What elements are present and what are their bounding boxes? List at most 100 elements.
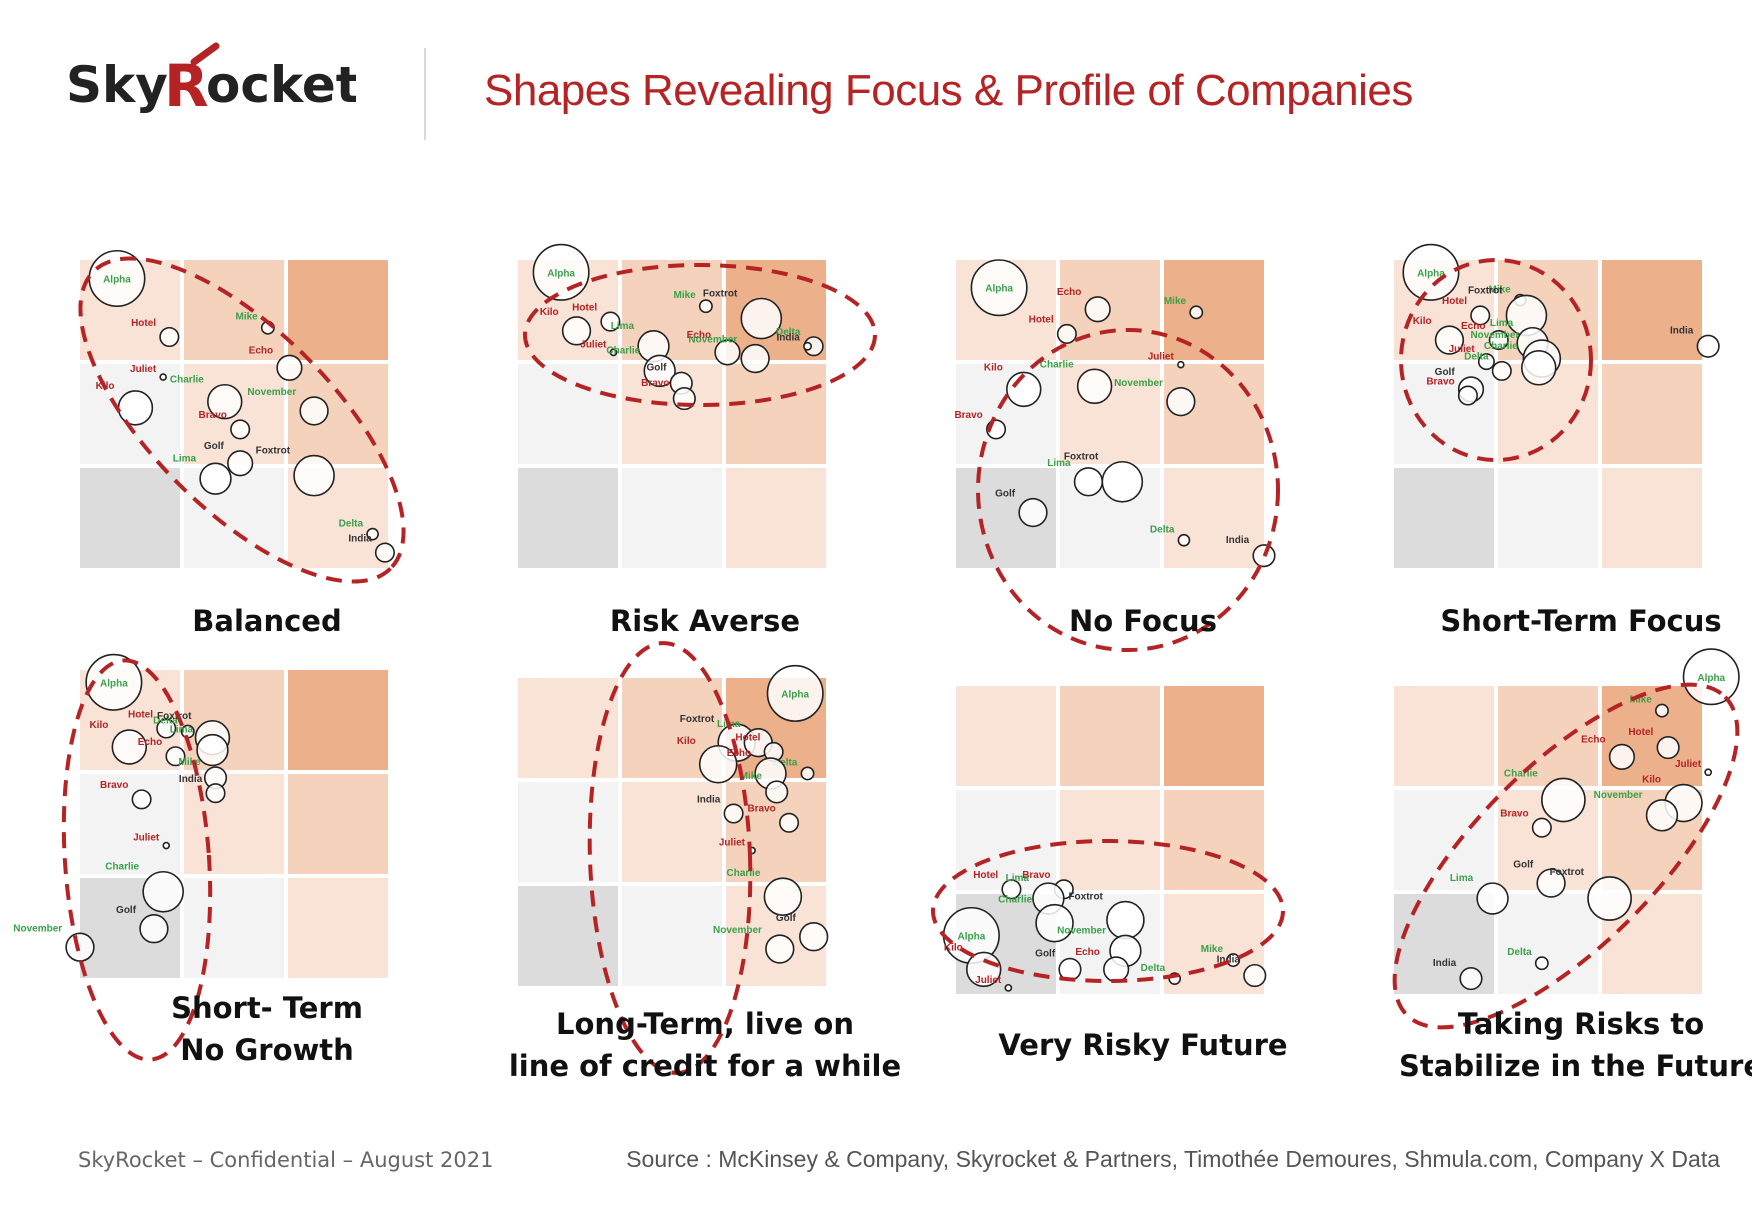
bubble-circle: [763, 877, 803, 916]
bubble-kilo: Kilo: [89, 720, 148, 765]
matrix-panel-4: Alpha Mike Foxtrot Hotel Lima Kilo Echo India No…: [1386, 243, 1752, 630]
bubble-india: India: [179, 774, 226, 804]
focus-ellipse: [1392, 682, 1740, 1030]
matrix-cell: [956, 790, 1056, 890]
bubble-label: Foxtrot: [256, 446, 291, 457]
bubble-circle: [698, 299, 713, 314]
bubble-circle: [131, 789, 152, 810]
bubble-matrix-chart: Alpha Echo Mike Hotel Juliet Kilo Charlie Novem…: [954, 259, 1280, 652]
bubble-label: Delta: [773, 757, 798, 768]
bubble-circle: [714, 339, 741, 366]
matrix-panel-3: Alpha Echo Mike Hotel Juliet Kilo Charlie Novem…: [948, 250, 1338, 652]
bubble-label: Juliet: [975, 975, 1002, 986]
bubble-label: Golf: [1035, 949, 1056, 960]
bubble-circle: [1402, 243, 1460, 301]
caption-line: No Growth: [180, 1033, 354, 1067]
caption-line: Stabilize in the Future: [1399, 1049, 1752, 1083]
bubble-circle: [765, 934, 795, 964]
bubble-label: Golf: [646, 362, 667, 373]
bubble-label: Golf: [776, 913, 797, 924]
bubble-circle: [1018, 497, 1048, 528]
matrix-cell: [1602, 468, 1702, 568]
bubble-golf: Golf: [995, 489, 1048, 528]
matrix-panel-1: Alpha Hotel Mike Juliet Echo Kilo Charlie Novem…: [72, 249, 462, 630]
bubble-circle: [1035, 903, 1074, 943]
bubble-alpha: Alpha: [970, 259, 1028, 317]
caption-line: Risk Averse: [609, 604, 801, 638]
matrix-cell: [1602, 364, 1702, 464]
bubble-india: India: [776, 333, 813, 351]
bubble-circle: [1541, 777, 1586, 823]
matrix-cell: [184, 878, 284, 978]
matrix-cell: [1498, 686, 1598, 786]
bubble-circle: [1654, 703, 1669, 718]
bubble-november: November: [1594, 790, 1679, 832]
bubble-circle: [779, 812, 800, 833]
bubble-circle: [1459, 967, 1483, 991]
bubble-circle: [139, 914, 169, 944]
bubble-lima: Lima: [170, 725, 229, 767]
matrix-cell: [1394, 790, 1494, 890]
bubble-circle: [970, 259, 1028, 317]
bubble-label: Hotel: [572, 302, 597, 313]
bubble-lima: Lima: [173, 453, 232, 495]
matrix-cell: [80, 468, 180, 568]
focus-ellipse: [1399, 258, 1593, 462]
bubble-matrix-chart: Alpha Hotel Mike Foxtrot Kilo Delta Lima Echo In…: [518, 243, 877, 568]
caption-line: Taking Risks to: [1457, 1007, 1705, 1041]
bubble-circle: [1226, 953, 1241, 968]
bubble-foxtrot: Foxtrot: [256, 446, 335, 497]
matrix-cell: [518, 782, 618, 882]
bubble-label: Charlie: [170, 375, 204, 386]
bubble-circle: [205, 783, 226, 804]
bubble-lima: Lima: [1450, 873, 1509, 915]
bubble-label: Alpha: [781, 689, 809, 700]
bubble-label: Delta: [1464, 352, 1489, 363]
bubble-label: Foxtrot: [1550, 867, 1585, 878]
bubble-circle: [643, 354, 676, 388]
svg-text:Sky: Sky: [66, 56, 168, 114]
bubble-label: Bravo: [954, 410, 982, 421]
matrix-cell: [1602, 260, 1702, 360]
bubble-label: Delta: [339, 519, 364, 530]
bubble-circle: [766, 664, 824, 722]
bubble-kilo: Kilo: [540, 307, 592, 346]
bubble-circle: [117, 390, 154, 426]
bubble-foxtrot: Foxtrot: [703, 289, 783, 340]
bubble-label: Alpha: [958, 931, 986, 942]
bubble-circle: [1177, 360, 1185, 369]
bubble-label: Hotel: [1029, 315, 1054, 326]
bubble-label: Echo: [1461, 321, 1485, 332]
bubble-circle: [227, 450, 254, 477]
bubble-circle: [1076, 368, 1113, 405]
caption-line: Short-Term Focus: [1440, 604, 1722, 638]
bubble-label: Mike: [673, 290, 696, 301]
bubble-circle: [609, 348, 618, 357]
bubble-circle: [156, 718, 177, 739]
bubble-alpha: Alpha: [1402, 243, 1460, 301]
bubble-label: Delta: [153, 715, 178, 726]
bubble-november: November: [688, 335, 770, 374]
bubble-label: Mike: [235, 312, 258, 323]
bubble-golf: Golf: [1513, 859, 1566, 898]
caption-line: Balanced: [192, 604, 342, 638]
bubble-label: Delta: [1507, 947, 1532, 958]
bubble-circle: [1243, 963, 1267, 988]
bubble-circle: [293, 454, 335, 497]
bubble-label: Foxtrot: [1068, 892, 1103, 903]
bubble-circle: [1177, 533, 1191, 547]
bubble-label: Lima: [1047, 458, 1071, 469]
bubble-label: India: [179, 774, 203, 785]
bubble-foxtrot: Foxtrot: [1064, 452, 1144, 503]
matrix-cell: [956, 364, 1056, 464]
matrix-panel-7: Hotel Bravo Lima Foxtrot Charlie Alpha Novembe…: [931, 676, 1338, 1056]
bubble-kilo: Kilo: [1413, 316, 1465, 355]
bubble-circle: [1106, 900, 1145, 940]
bubble-circle: [1477, 353, 1495, 371]
bubble-echo: Echo: [687, 330, 741, 366]
bubble-label: Delta: [776, 327, 801, 338]
bubble-label: November: [688, 335, 737, 346]
focus-ellipse: [976, 328, 1280, 652]
